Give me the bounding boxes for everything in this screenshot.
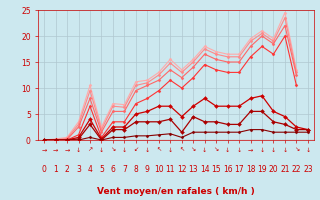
Text: 6: 6 — [110, 164, 116, 173]
Text: 22: 22 — [292, 164, 301, 173]
Text: 13: 13 — [188, 164, 198, 173]
Text: ↓: ↓ — [236, 148, 242, 152]
Text: ↙: ↙ — [133, 148, 139, 152]
Text: ↓: ↓ — [122, 148, 127, 152]
Text: 7: 7 — [122, 164, 127, 173]
Text: 12: 12 — [177, 164, 187, 173]
Text: 1: 1 — [53, 164, 58, 173]
Text: 3: 3 — [76, 164, 81, 173]
Text: ↓: ↓ — [271, 148, 276, 152]
Text: Vent moyen/en rafales ( km/h ): Vent moyen/en rafales ( km/h ) — [97, 187, 255, 196]
Text: 18: 18 — [246, 164, 255, 173]
Text: →: → — [42, 148, 47, 152]
Text: ↓: ↓ — [76, 148, 81, 152]
Text: ↖: ↖ — [156, 148, 161, 152]
Text: ↘: ↘ — [110, 148, 116, 152]
Text: 20: 20 — [269, 164, 278, 173]
Text: ↘: ↘ — [191, 148, 196, 152]
Text: ↘: ↘ — [294, 148, 299, 152]
Text: ↓: ↓ — [168, 148, 173, 152]
Text: →: → — [64, 148, 70, 152]
Text: 2: 2 — [65, 164, 69, 173]
Text: ↓: ↓ — [282, 148, 288, 152]
Text: ↖: ↖ — [179, 148, 184, 152]
Text: 5: 5 — [99, 164, 104, 173]
Text: 15: 15 — [211, 164, 221, 173]
Text: 0: 0 — [42, 164, 47, 173]
Text: 11: 11 — [165, 164, 175, 173]
Text: 17: 17 — [234, 164, 244, 173]
Text: ↓: ↓ — [202, 148, 207, 152]
Text: 9: 9 — [145, 164, 150, 173]
Text: 4: 4 — [88, 164, 92, 173]
Text: ↓: ↓ — [225, 148, 230, 152]
Text: 10: 10 — [154, 164, 164, 173]
Text: 14: 14 — [200, 164, 210, 173]
Text: ↓: ↓ — [305, 148, 310, 152]
Text: 16: 16 — [223, 164, 232, 173]
Text: ↓: ↓ — [145, 148, 150, 152]
Text: →: → — [248, 148, 253, 152]
Text: 19: 19 — [257, 164, 267, 173]
Text: →: → — [53, 148, 58, 152]
Text: ↘: ↘ — [213, 148, 219, 152]
Text: ↓: ↓ — [260, 148, 265, 152]
Text: 8: 8 — [133, 164, 138, 173]
Text: 23: 23 — [303, 164, 313, 173]
Text: ↗: ↗ — [87, 148, 92, 152]
Text: 21: 21 — [280, 164, 290, 173]
Text: ↓: ↓ — [99, 148, 104, 152]
